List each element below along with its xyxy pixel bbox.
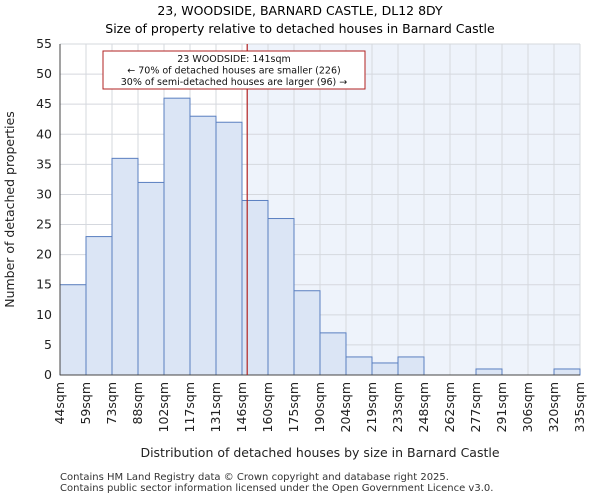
histogram-bar [215, 121, 243, 376]
y-tick-label: 20 [36, 247, 52, 262]
x-tick-label: 59sqm [78, 382, 93, 425]
x-tick-label: 204sqm [338, 382, 353, 432]
chart-title: 23, WOODSIDE, BARNARD CASTLE, DL12 8DY [157, 3, 443, 18]
x-tick-label: 175sqm [286, 382, 301, 432]
y-tick-label: 25 [36, 217, 52, 232]
annotation-line2: ← 70% of detached houses are smaller (22… [127, 66, 340, 77]
annotation-line3: 30% of semi-detached houses are larger (… [121, 77, 348, 88]
chart-subtitle: Size of property relative to detached ho… [105, 21, 495, 36]
x-tick-label: 320sqm [546, 382, 561, 432]
x-tick-label: 44sqm [52, 382, 67, 425]
histogram-bar [267, 218, 295, 376]
footer-line-1: Contains HM Land Registry data © Crown c… [60, 472, 449, 483]
histogram-bar [475, 368, 503, 376]
histogram-bar [345, 356, 373, 376]
y-tick-label: 35 [36, 156, 52, 171]
histogram-bar [163, 97, 191, 376]
y-tick-label: 50 [36, 66, 52, 81]
annotation-box [102, 50, 366, 90]
x-tick-label: 131sqm [208, 382, 223, 432]
x-tick-label: 219sqm [364, 382, 379, 432]
x-tick-label: 117sqm [182, 382, 197, 432]
x-tick-label: 190sqm [312, 382, 327, 432]
histogram-bar [85, 236, 113, 376]
x-tick-label: 277sqm [468, 382, 483, 432]
y-tick-label: 30 [36, 186, 52, 201]
x-tick-label: 73sqm [104, 382, 119, 425]
x-tick-label: 146sqm [234, 382, 249, 432]
footer-line-2: Contains public sector information licen… [60, 483, 494, 494]
histogram-bar [319, 332, 347, 376]
y-tick-label: 0 [44, 367, 52, 382]
y-tick-label: 55 [36, 36, 52, 51]
annotation-line1: 23 WOODSIDE: 141sqm [177, 54, 291, 65]
x-tick-label: 262sqm [442, 382, 457, 432]
x-tick-label: 306sqm [520, 382, 535, 432]
x-tick-label: 291sqm [494, 382, 509, 432]
y-axis-title: Number of detached properties [2, 111, 17, 308]
x-tick-label: 102sqm [156, 382, 171, 432]
y-tick-label: 5 [44, 337, 52, 352]
histogram-bar [397, 356, 425, 376]
x-axis-title: Distribution of detached houses by size … [140, 445, 499, 460]
histogram-bar [553, 368, 581, 376]
x-tick-label: 248sqm [416, 382, 431, 432]
histogram-bar [293, 290, 321, 376]
y-tick-label: 10 [36, 307, 52, 322]
x-tick-label: 233sqm [390, 382, 405, 432]
histogram-bar [59, 284, 87, 376]
y-tick-label: 40 [36, 126, 52, 141]
x-tick-label: 335sqm [572, 382, 587, 432]
x-tick-label: 160sqm [260, 382, 275, 432]
histogram-bar [137, 181, 165, 376]
x-tick-label: 88sqm [130, 382, 145, 425]
y-tick-label: 15 [36, 277, 52, 292]
histogram-bar [189, 115, 217, 376]
y-tick-label: 45 [36, 96, 52, 111]
histogram-bar [111, 157, 139, 376]
histogram-bar [371, 362, 399, 376]
histogram-bar [241, 199, 269, 376]
